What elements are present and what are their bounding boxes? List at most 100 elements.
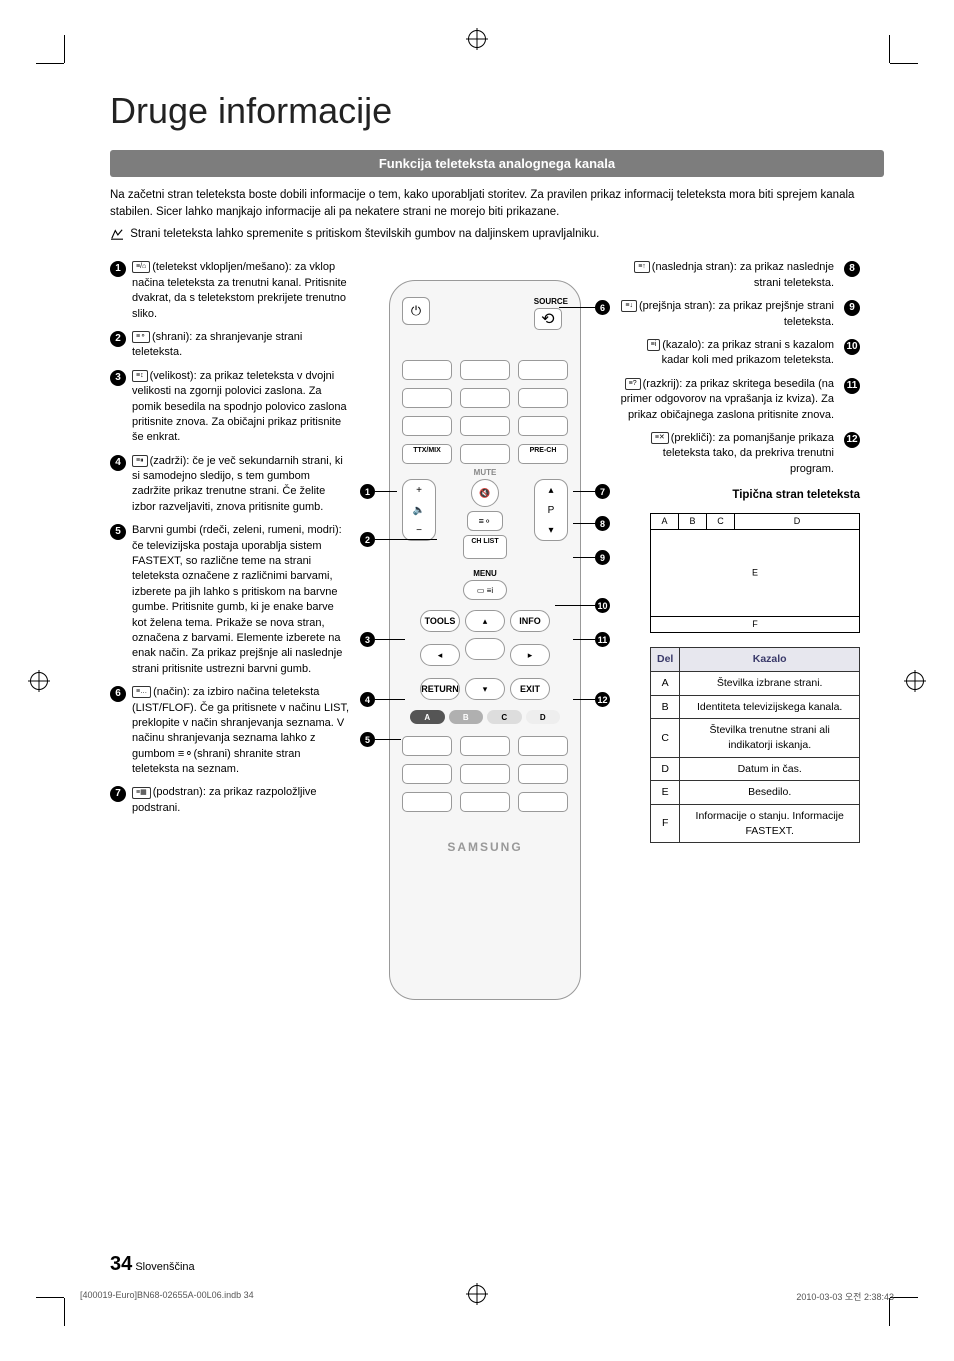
bullet-text: ≡i(kazalo): za prikaz strani s kazalom k… bbox=[620, 338, 834, 369]
teletext-layout-heading: Tipična stran teleteksta bbox=[620, 487, 860, 503]
extra-button[interactable] bbox=[518, 736, 568, 756]
num-button[interactable] bbox=[460, 444, 510, 464]
middle-column: ⏻ SOURCE ⟲ TTX/MIX PRE-CH bbox=[360, 260, 610, 1000]
teletext-icon: ≡✕ bbox=[651, 432, 669, 444]
chlist-button[interactable]: CH LIST bbox=[463, 535, 507, 559]
bullet-text: ≡↑(naslednja stran): za prikaz naslednje… bbox=[620, 260, 834, 291]
bullet-text: ≡⏸(zadrži): če je več sekundarnih strani… bbox=[132, 454, 350, 516]
num-button[interactable] bbox=[402, 388, 452, 408]
num-button[interactable] bbox=[518, 360, 568, 380]
callout-number: 12 bbox=[595, 692, 610, 707]
callout-lead bbox=[375, 539, 437, 540]
down-button[interactable]: ▾ bbox=[465, 678, 505, 700]
mute-label: MUTE bbox=[402, 468, 568, 477]
info-button[interactable]: INFO bbox=[510, 610, 550, 632]
num-button[interactable] bbox=[460, 416, 510, 436]
crop-mark bbox=[36, 63, 64, 64]
callout-number: 3 bbox=[360, 632, 375, 647]
list-item: 12 ≡✕(prekliči): za pomanjšanje prikaza … bbox=[620, 431, 860, 477]
right-column: 8 ≡↑(naslednja stran): za prikaz nasledn… bbox=[620, 260, 860, 1000]
dpad: TOOLS ▴ INFO ◂ ▸ RETURN ▾ EXIT bbox=[420, 610, 550, 700]
extra-button[interactable] bbox=[460, 736, 510, 756]
note-text: Strani teleteksta lahko spremenite s pri… bbox=[130, 228, 599, 240]
callout-number: 6 bbox=[595, 300, 610, 315]
list-item: 4 ≡⏸(zadrži): če je več sekundarnih stra… bbox=[110, 454, 350, 516]
crop-mark bbox=[890, 63, 918, 64]
table-row: DDatum in čas. bbox=[651, 757, 860, 781]
extra-button[interactable] bbox=[460, 764, 510, 784]
footer: [400019-Euro]BN68-02655A-00L06.indb 34 2… bbox=[80, 1290, 894, 1303]
color-button-c[interactable]: C bbox=[487, 710, 522, 724]
list-item: 8 ≡↑(naslednja stran): za prikaz nasledn… bbox=[620, 260, 860, 291]
remote-control: ⏻ SOURCE ⟲ TTX/MIX PRE-CH bbox=[389, 280, 581, 1000]
callout-lead bbox=[573, 639, 595, 640]
bullet-number: 9 bbox=[844, 300, 860, 316]
list-item: 1 ≡/⌂(teletekst vklopljen/mešano): za vk… bbox=[110, 260, 350, 322]
up-button[interactable]: ▴ bbox=[465, 610, 505, 632]
left-button[interactable]: ◂ bbox=[420, 644, 460, 666]
table-header-kazalo: Kazalo bbox=[680, 648, 860, 672]
color-button-d[interactable]: D bbox=[526, 710, 561, 724]
bullet-number: 12 bbox=[844, 432, 860, 448]
num-button[interactable] bbox=[518, 416, 568, 436]
callout-lead bbox=[375, 491, 397, 492]
program-rocker[interactable]: ▴P▾ bbox=[534, 479, 568, 541]
source-button[interactable]: ⟲ bbox=[534, 308, 562, 330]
num-button[interactable] bbox=[460, 360, 510, 380]
extra-button[interactable] bbox=[402, 764, 452, 784]
footer-right: 2010-03-03 오전 2:38:43 bbox=[796, 1290, 894, 1303]
callout-lead bbox=[559, 307, 595, 308]
callout-number: 5 bbox=[360, 732, 375, 747]
prech-button[interactable]: PRE-CH bbox=[518, 444, 568, 464]
color-button-b[interactable]: B bbox=[449, 710, 484, 724]
mute-button[interactable]: 🔇 bbox=[471, 479, 499, 507]
table-row: BIdentiteta televizijskega kanala. bbox=[651, 695, 860, 719]
teletext-icon: ≡↕ bbox=[132, 370, 148, 382]
section-heading: Funkcija teleteksta analognega kanala bbox=[110, 150, 884, 177]
intro-text: Na začetni stran teleteksta boste dobili… bbox=[110, 187, 884, 220]
note-icon bbox=[110, 228, 124, 240]
registration-mark-icon bbox=[906, 672, 924, 690]
table-row: AŠtevilka izbrane strani. bbox=[651, 671, 860, 695]
menu-button[interactable]: ▭ ≡i bbox=[463, 580, 507, 600]
color-button-a[interactable]: A bbox=[410, 710, 445, 724]
teletext-icon: ≡… bbox=[132, 686, 151, 698]
table-row: EBesedilo. bbox=[651, 781, 860, 805]
right-button[interactable]: ▸ bbox=[510, 644, 550, 666]
ok-button[interactable] bbox=[465, 638, 505, 660]
bullet-text: ≡↕(velikost): za prikaz teleteksta v dvo… bbox=[132, 369, 350, 446]
extra-button[interactable] bbox=[402, 736, 452, 756]
store-button[interactable]: ≡⚬ bbox=[467, 511, 503, 531]
teletext-icon: ≡↑ bbox=[634, 261, 650, 273]
return-button[interactable]: RETURN bbox=[420, 678, 460, 700]
table-row: FInformacije o stanju. Informacije FASTE… bbox=[651, 804, 860, 842]
bullet-number: 6 bbox=[110, 686, 126, 702]
footer-left: [400019-Euro]BN68-02655A-00L06.indb 34 bbox=[80, 1290, 254, 1303]
bullet-number: 2 bbox=[110, 331, 126, 347]
tools-button[interactable]: TOOLS bbox=[420, 610, 460, 632]
brand-label: SAMSUNG bbox=[402, 840, 568, 854]
bullet-text: Barvni gumbi (rdeči, zeleni, rumeni, mod… bbox=[132, 523, 350, 677]
callout-number: 1 bbox=[360, 484, 375, 499]
num-button[interactable] bbox=[518, 388, 568, 408]
ttxmix-button[interactable]: TTX/MIX bbox=[402, 444, 452, 464]
power-button[interactable]: ⏻ bbox=[402, 297, 430, 325]
exit-button[interactable]: EXIT bbox=[510, 678, 550, 700]
callout-number: 8 bbox=[595, 516, 610, 531]
volume-rocker[interactable]: +🔈− bbox=[402, 479, 436, 541]
extra-button[interactable] bbox=[518, 764, 568, 784]
list-item: 10 ≡i(kazalo): za prikaz strani s kazalo… bbox=[620, 338, 860, 369]
columns: 1 ≡/⌂(teletekst vklopljen/mešano): za vk… bbox=[110, 260, 884, 1000]
ttx-cell-d: D bbox=[735, 514, 859, 529]
num-button[interactable] bbox=[402, 416, 452, 436]
list-item: 6 ≡…(način): za izbiro načina teleteksta… bbox=[110, 685, 350, 777]
extra-button[interactable] bbox=[518, 792, 568, 812]
num-button[interactable] bbox=[460, 388, 510, 408]
extra-button[interactable] bbox=[402, 792, 452, 812]
callout-number: 9 bbox=[595, 550, 610, 565]
callout-lead bbox=[375, 739, 401, 740]
extra-button[interactable] bbox=[460, 792, 510, 812]
teletext-layout-diagram: A B C D E F bbox=[650, 513, 860, 633]
bullet-text: ≡▦(podstran): za prikaz razpoložljive po… bbox=[132, 785, 350, 816]
num-button[interactable] bbox=[402, 360, 452, 380]
